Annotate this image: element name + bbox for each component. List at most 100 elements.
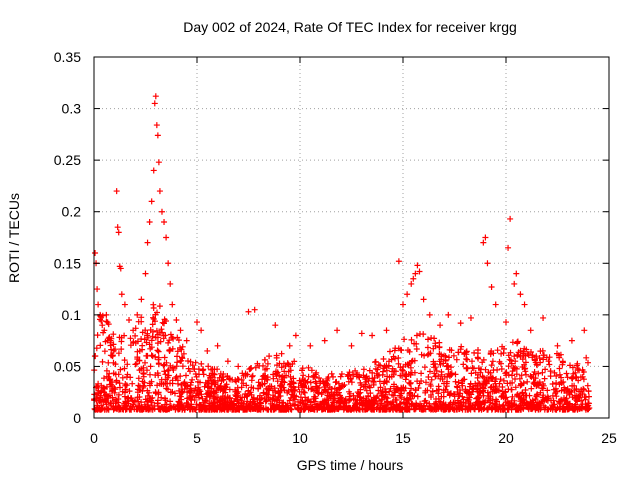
roti-point — [505, 244, 512, 251]
roti-point — [412, 270, 419, 277]
y-tick-label: 0.25 — [54, 152, 81, 168]
roti-point — [169, 301, 176, 308]
roti-point — [153, 122, 160, 129]
roti-point — [155, 159, 162, 166]
roti-point — [214, 342, 221, 349]
y-tick-label: 0 — [73, 410, 81, 426]
roti-point — [554, 342, 561, 349]
roti-point — [101, 327, 108, 334]
roti-point — [503, 319, 509, 326]
roti-point — [488, 284, 495, 291]
roti-point — [408, 280, 415, 287]
roti-point — [204, 347, 211, 354]
roti-point — [115, 229, 122, 236]
roti-point — [121, 301, 128, 308]
x-tick-label: 25 — [601, 430, 617, 446]
y-axis-label: ROTI / TECUs — [6, 193, 22, 283]
y-tick-label: 0.05 — [54, 358, 81, 374]
roti-point — [158, 208, 165, 215]
roti-point — [109, 353, 116, 360]
roti-point — [198, 327, 205, 334]
y-tick-label: 0.3 — [62, 101, 82, 117]
roti-point-cloud — [91, 301, 593, 413]
roti-point — [107, 337, 114, 344]
roti-point — [568, 337, 575, 344]
roti-point — [194, 319, 200, 326]
roti-point — [95, 301, 102, 308]
x-axis-label: GPS time / hours — [297, 457, 404, 473]
roti-point — [142, 270, 149, 277]
roti-point — [480, 239, 487, 246]
y-tick-labels: 0 0.05 0.1 0.15 0.2 0.25 0.3 0.35 — [54, 49, 81, 426]
roti-point — [527, 327, 534, 334]
roti-point — [245, 308, 252, 315]
roti-point — [113, 188, 120, 195]
roti-point — [395, 258, 402, 265]
roti-point — [177, 327, 184, 334]
roti-point — [272, 322, 279, 329]
x-tick-labels: 0 5 10 15 20 25 — [90, 430, 617, 446]
roti-point — [144, 239, 151, 246]
roti-point — [358, 330, 365, 337]
roti-point — [117, 265, 124, 272]
roti-point — [307, 342, 314, 349]
roti-point — [467, 314, 474, 321]
roti-point — [581, 327, 588, 334]
x-tick-label: 5 — [193, 430, 201, 446]
roti-point — [492, 301, 499, 308]
grid-lines — [94, 57, 609, 418]
roti-point — [420, 296, 427, 303]
roti-point — [484, 260, 491, 267]
roti-point — [148, 198, 155, 205]
roti-point — [138, 296, 145, 303]
roti-point — [540, 314, 547, 321]
roti-point — [167, 280, 174, 287]
x-tick-label: 10 — [292, 430, 308, 446]
roti-point — [156, 188, 163, 195]
y-tick-label: 0.1 — [62, 307, 82, 323]
roti-point — [146, 219, 153, 226]
roti-point — [404, 291, 411, 298]
roti-point — [445, 311, 452, 318]
axis-ticks — [93, 56, 610, 419]
roti-point — [457, 320, 464, 327]
roti-point — [163, 234, 170, 241]
roti-point — [482, 234, 489, 241]
roti-point — [103, 311, 110, 318]
y-tick-label: 0.2 — [62, 204, 82, 220]
roti-point — [150, 167, 157, 174]
roti-point — [134, 311, 141, 318]
roti-point — [383, 327, 390, 334]
roti-point — [521, 301, 528, 308]
roti-point — [118, 291, 125, 298]
roti-point — [165, 260, 172, 267]
roti-point — [235, 363, 242, 370]
roti-point — [410, 275, 417, 282]
roti-point — [224, 358, 231, 365]
y-tick-label: 0.35 — [54, 49, 81, 65]
roti-point — [154, 132, 161, 139]
roti-point — [152, 93, 159, 100]
roti-point — [183, 337, 190, 344]
roti-point — [292, 332, 299, 339]
roti-point — [99, 322, 106, 329]
roti-point — [114, 224, 121, 231]
roti-point — [517, 291, 524, 298]
roti-point — [130, 327, 137, 334]
x-tick-label: 0 — [90, 430, 98, 446]
roti-point — [511, 280, 518, 287]
roti-point — [151, 100, 158, 107]
roti-point — [321, 337, 328, 344]
roti-point — [334, 327, 341, 334]
roti-point — [348, 342, 355, 349]
x-tick-label: 15 — [395, 430, 411, 446]
roti-point — [92, 249, 99, 256]
y-tick-label: 0.15 — [54, 255, 81, 271]
roti-point — [126, 317, 133, 324]
roti-point — [286, 342, 293, 349]
roti-point — [400, 301, 406, 308]
roti-point — [251, 306, 258, 313]
roti-point — [173, 317, 180, 324]
roti-point — [437, 322, 444, 329]
